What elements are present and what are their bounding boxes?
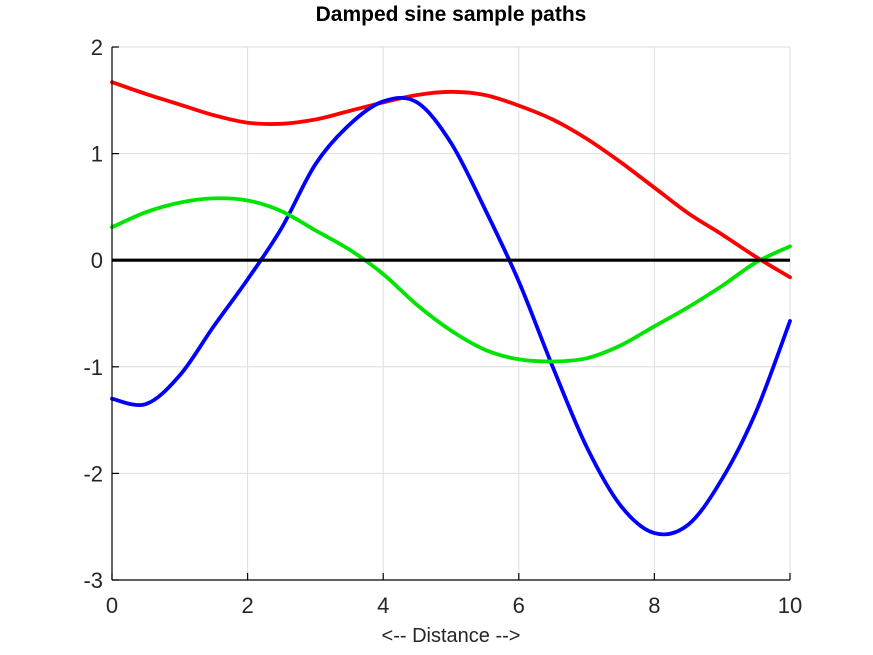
y-tick-label-2: 2 [91, 35, 103, 60]
x-tick-label-8: 8 [648, 593, 660, 618]
y-tick-label--3: -3 [83, 568, 103, 593]
x-tick-label-0: 0 [106, 593, 118, 618]
y-tick-label-1: 1 [91, 142, 103, 167]
x-tick-label-2: 2 [241, 593, 253, 618]
series-green-sample-path [110, 196, 792, 364]
y-tick-label-0: 0 [91, 248, 103, 273]
chart-title: Damped sine sample paths [315, 3, 587, 26]
series-blue-sample-path [110, 95, 792, 537]
y-tick-label--2: -2 [83, 461, 103, 486]
y-tick-label--1: -1 [83, 355, 103, 380]
x-tick-label-4: 4 [377, 593, 389, 618]
x-tick-label-6: 6 [513, 593, 525, 618]
series-red-sample-path [110, 80, 792, 280]
x-axis-label: <-- Distance --> [381, 625, 521, 647]
x-tick-label-10: 10 [778, 593, 802, 618]
